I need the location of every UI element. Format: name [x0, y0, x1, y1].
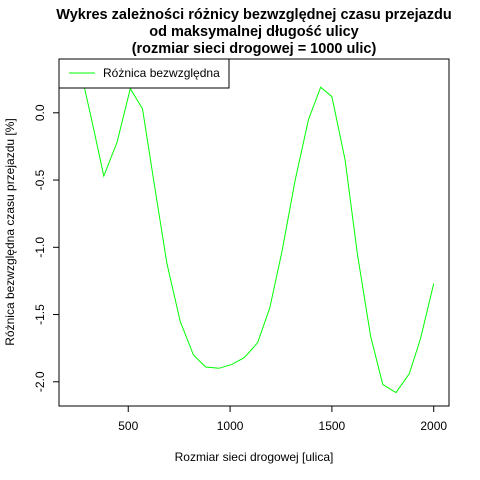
plot-frame — [58, 58, 450, 407]
series-layer — [82, 83, 435, 394]
x-tick-label: 1000 — [217, 419, 244, 433]
series-line-0 — [82, 83, 435, 394]
chart-title: Wykres zależności różnicy bezwzględnej c… — [56, 7, 451, 57]
x-axis: 500 1000 1500 2000 — [118, 406, 447, 433]
chart-title-line-1: Wykres zależności różnicy bezwzględnej c… — [56, 7, 451, 23]
chart-title-line-2: od maksymalnej długość ulicy — [149, 24, 359, 40]
chart-title-line-3: (rozmiar sieci drogowej = 1000 ulic) — [132, 41, 377, 57]
y-tick-label: -2.0 — [33, 371, 47, 392]
x-tick-label: 1500 — [319, 419, 346, 433]
x-axis-label: Rozmiar sieci drogowej [ulica] — [175, 450, 334, 464]
legend-label: Różnica bezwzględna — [103, 66, 220, 80]
y-tick-label: -1.5 — [33, 304, 47, 325]
y-tick-label: -0.5 — [33, 169, 47, 190]
y-tick-label: 0.0 — [33, 104, 47, 121]
x-tick-label: 500 — [118, 419, 138, 433]
y-axis-label: Różnica bezwzględna czasu przejazdu [%] — [3, 118, 17, 345]
y-tick-label: -1.0 — [33, 237, 47, 258]
x-tick-label: 2000 — [420, 419, 447, 433]
legend: Różnica bezwzględna — [58, 58, 230, 89]
y-axis: 0.0 -0.5 -1.0 -1.5 -2.0 — [33, 104, 59, 392]
